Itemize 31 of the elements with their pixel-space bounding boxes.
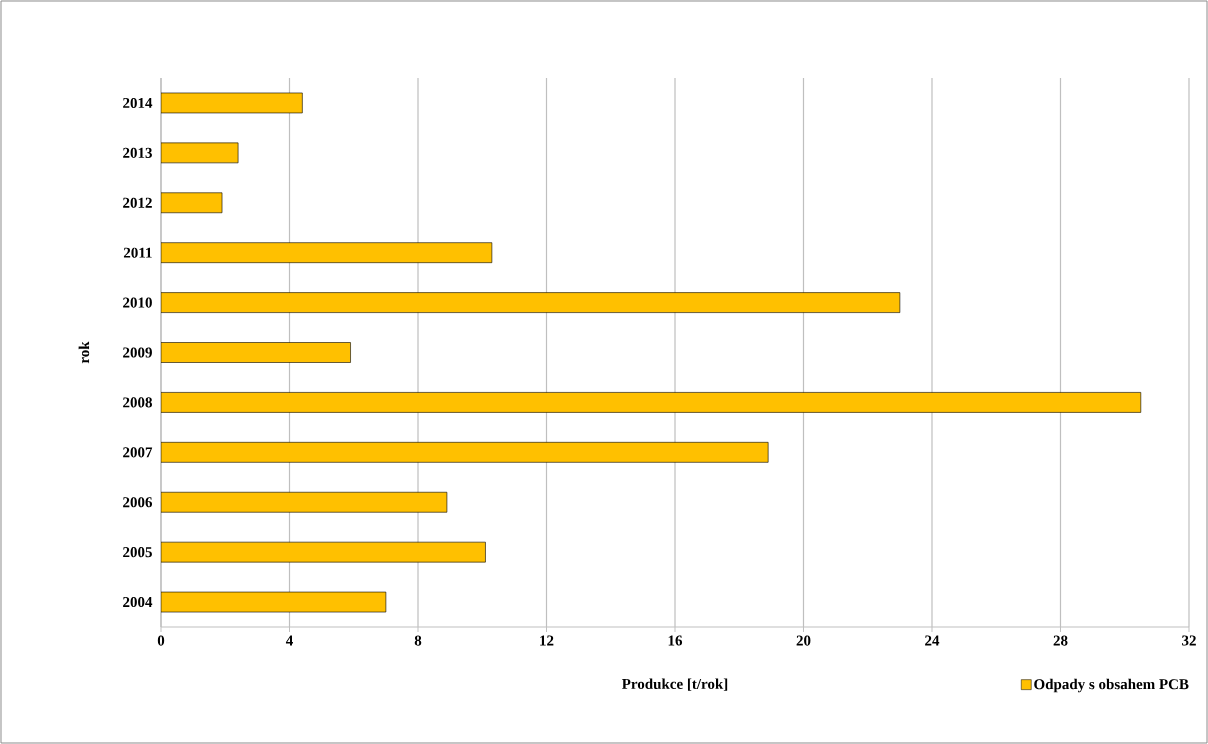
x-tick-label: 20 [796,635,811,646]
y-tick-label: 2010 [123,297,152,308]
y-tick-label: 2004 [123,597,153,608]
bar [161,242,493,263]
bar [161,442,769,463]
bar [161,342,351,363]
bar [161,192,223,214]
x-tick-label: 12 [540,635,554,646]
x-tick-label: 8 [414,635,422,646]
y-tick-label: 2008 [123,397,152,408]
y-tick-label: 2009 [123,347,152,358]
y-tick-label: 2006 [123,497,153,508]
y-tick-label: 2007 [123,447,153,458]
x-tick-label: 16 [668,635,683,646]
legend-label: Odpady s obsahem PCB [1034,678,1189,693]
y-tick-label: 2013 [123,147,152,158]
y-tick-label: 2005 [123,547,152,558]
y-tick-label: 2014 [123,97,153,109]
y-tick-label: 2012 [123,197,152,208]
y-tick-label: 2011 [123,247,152,258]
x-axis-title: Produkce [t/rok] [621,678,728,691]
y-axis-title: rok [78,341,90,364]
x-tick-label: 28 [1053,635,1068,646]
x-tick-label: 24 [925,635,940,646]
x-tick-label: 0 [157,635,165,646]
bar [161,292,901,313]
x-tick-label: 32 [1182,635,1196,646]
bar [161,491,448,513]
x-tick-label: 4 [285,635,293,646]
bar [161,541,486,563]
bar [161,392,1142,413]
